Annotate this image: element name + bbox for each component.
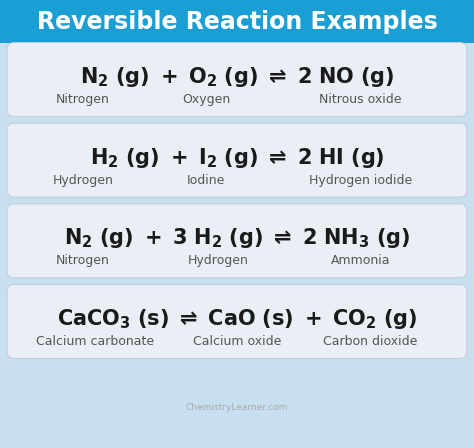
FancyBboxPatch shape bbox=[7, 284, 467, 358]
Text: $\mathbf{CaCO_3\ (s)\ \rightleftharpoons\ CaO\ (s)\ +\ CO_2\ (g)}$: $\mathbf{CaCO_3\ (s)\ \rightleftharpoons… bbox=[57, 307, 417, 331]
Text: Reversible Reaction Examples: Reversible Reaction Examples bbox=[36, 9, 438, 34]
Text: Ammonia: Ammonia bbox=[330, 254, 390, 267]
Text: ChemistryLearner.com: ChemistryLearner.com bbox=[186, 403, 288, 412]
Text: Hydrogen: Hydrogen bbox=[188, 254, 248, 267]
Text: Hydrogen: Hydrogen bbox=[53, 173, 113, 187]
Text: Iodine: Iodine bbox=[187, 173, 225, 187]
Text: Carbon dioxide: Carbon dioxide bbox=[322, 335, 417, 348]
Text: $\mathbf{N_2\ (g)\ +\ O_2\ (g)\ \rightleftharpoons\ 2\ NO\ (g)}$: $\mathbf{N_2\ (g)\ +\ O_2\ (g)\ \rightle… bbox=[80, 65, 394, 89]
Text: Calcium oxide: Calcium oxide bbox=[193, 335, 281, 348]
Text: $\mathbf{H_2\ (g)\ +\ I_2\ (g)\ \rightleftharpoons\ 2\ HI\ (g)}$: $\mathbf{H_2\ (g)\ +\ I_2\ (g)\ \rightle… bbox=[90, 146, 384, 170]
Text: Oxygen: Oxygen bbox=[182, 93, 230, 106]
FancyBboxPatch shape bbox=[7, 123, 467, 197]
Text: Nitrogen: Nitrogen bbox=[56, 93, 110, 106]
Text: Calcium carbonate: Calcium carbonate bbox=[36, 335, 154, 348]
FancyBboxPatch shape bbox=[0, 0, 474, 43]
FancyBboxPatch shape bbox=[7, 204, 467, 278]
Text: Hydrogen iodide: Hydrogen iodide bbox=[309, 173, 412, 187]
Text: $\mathbf{N_2\ (g)\ +\ 3\ H_2\ (g)\ \rightleftharpoons\ 2\ NH_3\ (g)}$: $\mathbf{N_2\ (g)\ +\ 3\ H_2\ (g)\ \righ… bbox=[64, 226, 410, 250]
Text: Nitrous oxide: Nitrous oxide bbox=[319, 93, 401, 106]
FancyBboxPatch shape bbox=[7, 43, 467, 116]
Text: Nitrogen: Nitrogen bbox=[56, 254, 110, 267]
